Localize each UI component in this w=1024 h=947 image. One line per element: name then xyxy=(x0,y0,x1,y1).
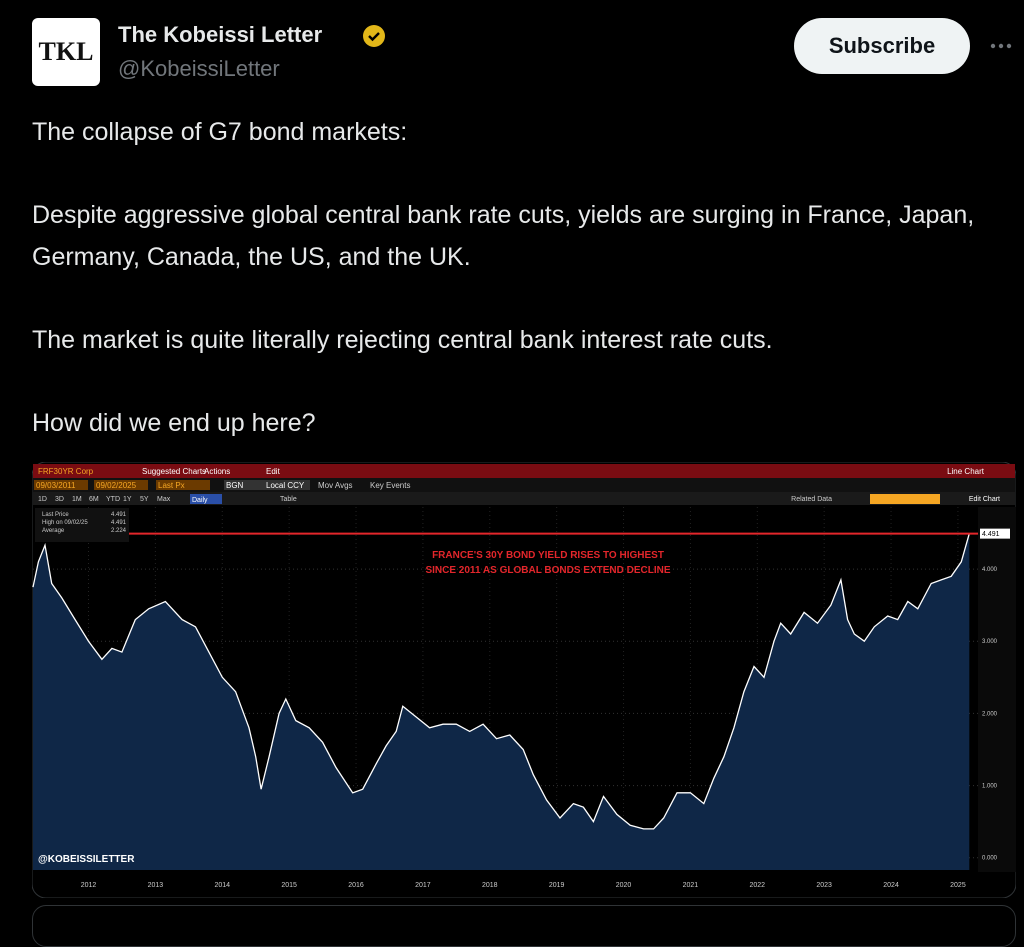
annotation: SINCE 2011 AS GLOBAL BONDS EXTEND DECLIN… xyxy=(425,565,670,576)
toolbar-text: 09/02/2025 xyxy=(96,481,137,490)
toolbar-red xyxy=(33,464,1015,478)
search-box xyxy=(870,494,940,504)
watermark: @KOBEISSILETTER xyxy=(38,854,135,865)
x-tick-label: 2016 xyxy=(348,882,364,889)
legend-value: 4.491 xyxy=(111,520,127,526)
author-name[interactable]: The Kobeissi Letter xyxy=(118,22,323,47)
y-tick-label: 2.000 xyxy=(982,711,998,717)
next-card xyxy=(32,905,1016,947)
more-button[interactable] xyxy=(988,40,1018,52)
y-tick-label: 0.000 xyxy=(982,856,998,862)
toolbar-text: Related Data xyxy=(791,496,832,503)
x-tick-label: 2021 xyxy=(683,882,699,889)
y-tick-label: 3.000 xyxy=(982,639,998,645)
x-tick-label: 2022 xyxy=(750,882,766,889)
paragraph: Despite aggressive global central bank r… xyxy=(32,201,975,271)
input-box xyxy=(34,480,88,490)
avatar[interactable]: TKL xyxy=(32,18,100,86)
toolbar-text: Mov Avgs xyxy=(318,481,353,490)
legend-box xyxy=(35,508,129,542)
period-button[interactable]: 1M xyxy=(72,496,82,503)
toolbar-text: Daily xyxy=(192,497,208,504)
x-tick-label: 2015 xyxy=(281,882,297,889)
period-button[interactable]: 1D xyxy=(38,496,47,503)
x-tick-label: 2014 xyxy=(214,882,230,889)
subscribe-button[interactable]: Subscribe xyxy=(794,18,970,74)
author-handle[interactable]: @KobeissiLetter xyxy=(118,56,280,81)
period-button[interactable]: 5Y xyxy=(140,496,149,503)
legend-value: 4.491 xyxy=(111,512,127,518)
toolbar-text: Edit Chart xyxy=(969,496,1000,503)
toolbar-periods xyxy=(33,492,1015,505)
x-tick-label: 2017 xyxy=(415,882,431,889)
toolbar-text: Last Px xyxy=(158,481,185,490)
x-tick-label: 2025 xyxy=(950,882,966,889)
x-tick-label: 2013 xyxy=(148,882,164,889)
tweet-text: The collapse of G7 bond markets: Despite… xyxy=(32,112,992,486)
input-box xyxy=(156,480,210,490)
x-tick-label: 2018 xyxy=(482,882,498,889)
last-value-tag xyxy=(980,528,1010,539)
x-tick-label: 2024 xyxy=(883,882,899,889)
y-tick-label: 4.000 xyxy=(982,567,998,573)
y-tick-label: 1.000 xyxy=(982,784,998,790)
toolbar-text: Key Events xyxy=(370,481,410,490)
annotation: FRANCE'S 30Y BOND YIELD RISES TO HIGHEST xyxy=(432,550,664,561)
input-box xyxy=(224,480,278,490)
area-fill xyxy=(33,533,970,870)
period-button[interactable]: 1Y xyxy=(123,496,132,503)
input-box xyxy=(264,480,310,490)
period-button[interactable]: YTD xyxy=(106,496,120,503)
menu-item[interactable]: Edit xyxy=(266,467,281,476)
legend-label: Average xyxy=(42,528,65,534)
verified-badge xyxy=(363,25,385,47)
page: TKL The Kobeissi Letter @KobeissiLetter … xyxy=(32,18,1018,947)
legend-label: Last Price xyxy=(42,512,69,518)
x-tick-label: 2023 xyxy=(816,882,832,889)
frequency-box xyxy=(190,494,222,504)
x-tick-label: 2012 xyxy=(81,882,97,889)
axis-panel xyxy=(978,507,1016,872)
input-box xyxy=(94,480,148,490)
toolbar-text: BGN xyxy=(226,481,244,490)
toolbar-text: Local CCY xyxy=(266,481,305,490)
x-tick-label: 2019 xyxy=(549,882,565,889)
last-value-label: 4.491 xyxy=(982,531,1000,538)
paragraph: The collapse of G7 bond markets: xyxy=(32,118,408,146)
toolbar-text: FRF30YR Corp xyxy=(38,467,94,476)
toolbar-text: Table xyxy=(280,496,297,503)
x-tick-label: 2020 xyxy=(616,882,632,889)
menu-item[interactable]: Suggested Charts xyxy=(142,467,206,476)
menu-item[interactable]: Actions xyxy=(204,467,230,476)
period-button[interactable]: 6M xyxy=(89,496,99,503)
toolbar-text: Line Chart xyxy=(947,467,985,476)
legend-value: 2.224 xyxy=(111,528,127,534)
paragraph: How did we end up here? xyxy=(32,408,316,437)
period-button[interactable]: 3D xyxy=(55,496,64,503)
legend-label: High on 09/02/25 xyxy=(42,520,88,526)
period-button[interactable]: Max xyxy=(157,496,171,503)
series-line xyxy=(32,533,970,830)
paragraph: The market is quite literally rejecting … xyxy=(32,325,773,354)
toolbar-text: 09/03/2011 xyxy=(36,481,76,490)
